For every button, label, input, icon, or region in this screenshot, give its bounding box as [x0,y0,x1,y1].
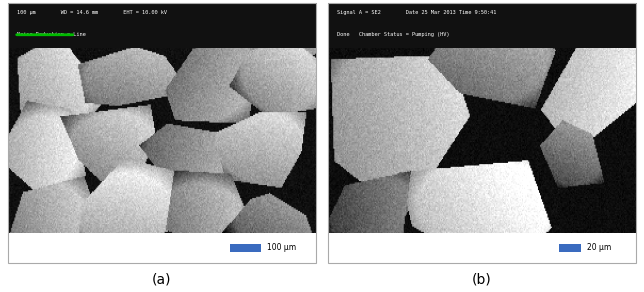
Text: (a): (a) [152,272,172,286]
Bar [559,244,581,252]
Bar [8,3,316,48]
Text: Signal A = SE2        Date 25 Mar 2013 Time 9:50:41: Signal A = SE2 Date 25 Mar 2013 Time 9:5… [337,11,497,15]
Text: 100 μm        WD = 14.6 mm        EHT = 10.00 kV: 100 μm WD = 14.6 mm EHT = 10.00 kV [17,11,167,15]
Text: Done   Chamber Status = Pumping (HV): Done Chamber Status = Pumping (HV) [337,32,450,37]
Bar [328,233,636,263]
Text: (b): (b) [472,272,492,286]
Bar [328,3,636,48]
Bar [8,233,316,263]
Bar [230,244,261,252]
Text: 20 μm: 20 μm [587,243,611,252]
Text: 100 μm: 100 μm [267,243,296,252]
Text: Noise Reduction = Line: Noise Reduction = Line [17,32,86,37]
